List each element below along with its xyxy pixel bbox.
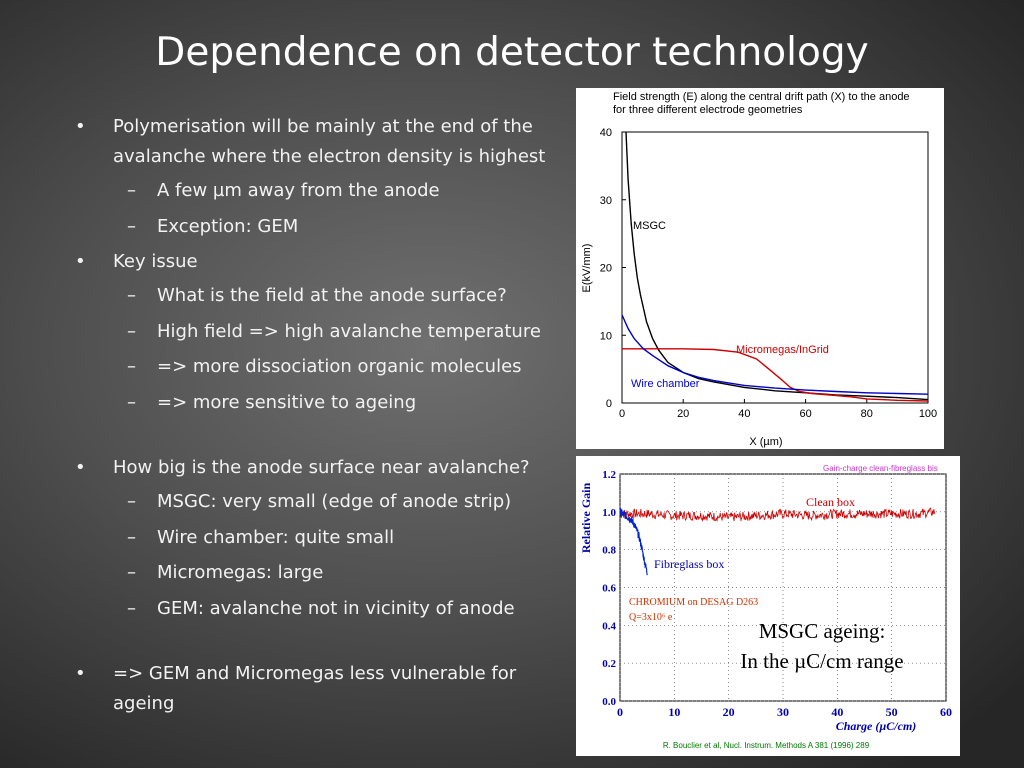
sub-bullet-text: => more dissociation organic molecules bbox=[157, 356, 522, 377]
x-tick-label: 0 bbox=[619, 408, 625, 420]
x-tick-label: 30 bbox=[777, 705, 789, 719]
dash-marker: – bbox=[127, 391, 136, 413]
bullet-marker: • bbox=[75, 457, 86, 478]
x-tick-label: 80 bbox=[861, 408, 873, 420]
x-tick-label: 20 bbox=[723, 705, 735, 719]
y-tick-label: 40 bbox=[600, 127, 612, 139]
annotation-msgc: MSGC bbox=[633, 220, 666, 232]
y-tick-label: 1.0 bbox=[602, 507, 616, 519]
dash-marker: – bbox=[127, 215, 136, 237]
sub-bullet-text: High field => high avalanche temperature bbox=[157, 320, 541, 342]
sub-bullet-item: – What is the field at the anode surface? bbox=[72, 281, 552, 311]
dash-marker: – bbox=[127, 356, 136, 377]
annotation-clean-box: Clean box bbox=[806, 495, 855, 509]
annotation-fibreglass-box: Fibreglass box bbox=[654, 557, 724, 571]
sub-bullet-text: Wire chamber: quite small bbox=[157, 526, 395, 548]
y-tick-label: 0.2 bbox=[602, 658, 616, 670]
field-strength-svg: Field strength (E) along the central dri… bbox=[581, 91, 937, 448]
dash-marker: – bbox=[127, 562, 136, 583]
y-tick-label: 20 bbox=[600, 263, 612, 275]
field-strength-chart: Field strength (E) along the central dri… bbox=[576, 88, 944, 449]
dash-marker: – bbox=[127, 491, 136, 512]
y-axis-label: E(kV/mm) bbox=[581, 244, 593, 293]
x-axis-label: Charge (µC/cm) bbox=[836, 719, 917, 733]
bullet-list: • Polymerisation will be mainly at the en… bbox=[72, 112, 552, 723]
sub-bullet-text: MSGC: very small (edge of anode strip) bbox=[157, 491, 512, 512]
y-tick-label: 0.8 bbox=[602, 545, 616, 557]
sub-bullet-item: – Micromegas: large bbox=[72, 558, 552, 588]
dash-marker: – bbox=[127, 597, 136, 619]
sub-bullet-item: – => more sensitive to ageing bbox=[72, 388, 552, 418]
bullet-item: • Key issue bbox=[72, 247, 552, 277]
bullet-text: => GEM and Micromegas less vulnerable fo… bbox=[113, 663, 517, 714]
sub-bullet-text: => more sensitive to ageing bbox=[157, 391, 417, 413]
sub-bullet-text: A few µm away from the anode bbox=[157, 180, 440, 201]
y-tick-label: 0.4 bbox=[602, 620, 616, 632]
x-tick-label: 60 bbox=[799, 408, 811, 420]
ageing-svg: Gain-charge clean-fibreglass bis 0 10 20 30… bbox=[579, 464, 952, 750]
series-line-fibreglass-box bbox=[619, 508, 648, 576]
dash-marker: – bbox=[127, 526, 136, 548]
series-line-micromegas-ingrid bbox=[622, 348, 929, 402]
x-tick-label: 0 bbox=[617, 705, 623, 719]
dash-marker: – bbox=[127, 285, 136, 306]
bullet-marker: • bbox=[75, 663, 86, 684]
source-citation: R. Bouclier et al, Nucl. Instrum. Method… bbox=[663, 741, 870, 750]
msgc-ageing-label: MSGC ageing: bbox=[759, 619, 886, 643]
ucm-range-label: In the µC/cm range bbox=[740, 649, 903, 673]
bullet-text: Key issue bbox=[113, 251, 198, 272]
dash-marker: – bbox=[127, 320, 136, 342]
series-line-wire-chamber bbox=[621, 314, 929, 395]
annotation-charge: Q=3x10⁶ e bbox=[629, 612, 673, 623]
bullet-item: • Polymerisation will be mainly at the en… bbox=[72, 112, 552, 172]
sub-bullet-item: – => more dissociation organic molecules bbox=[72, 352, 552, 382]
sub-bullet-text: Micromegas: large bbox=[157, 562, 324, 583]
bullet-item: • => GEM and Micromegas less vulnerable f… bbox=[72, 659, 552, 719]
chart-subtitle: for three different electrode geometries bbox=[613, 104, 803, 116]
x-axis-label: X (µm) bbox=[749, 436, 782, 448]
chart-title: Gain-charge clean-fibreglass bis bbox=[823, 464, 938, 473]
bullet-text: How big is the anode surface near avalan… bbox=[113, 457, 530, 478]
y-tick-label: 1.2 bbox=[602, 469, 616, 481]
series-line-msgc bbox=[625, 131, 929, 401]
sub-bullet-item: – GEM: avalanche not in vicinity of anode bbox=[72, 594, 552, 624]
sub-bullet-item: – Wire chamber: quite small bbox=[72, 523, 552, 553]
bullet-marker: • bbox=[75, 116, 86, 137]
y-tick-label: 10 bbox=[600, 330, 612, 342]
bullet-marker: • bbox=[75, 251, 86, 272]
sub-bullet-text: Exception: GEM bbox=[157, 215, 299, 237]
series-line-clean-box bbox=[619, 507, 936, 522]
y-tick-label: 0 bbox=[606, 398, 612, 410]
y-tick-label: 0.0 bbox=[602, 696, 616, 708]
msgc-ageing-chart: Gain-charge clean-fibreglass bis 0 10 20 30… bbox=[576, 456, 960, 756]
slide-title: Dependence on detector technology bbox=[155, 30, 869, 75]
y-tick-label: 30 bbox=[600, 195, 612, 207]
x-tick-label: 50 bbox=[886, 705, 898, 719]
sub-bullet-item: – MSGC: very small (edge of anode strip) bbox=[72, 487, 552, 517]
sub-bullet-text: GEM: avalanche not in vicinity of anode bbox=[157, 597, 515, 619]
y-axis-label: Relative Gain bbox=[579, 483, 593, 554]
x-tick-label: 10 bbox=[668, 705, 680, 719]
chart-title: Field strength (E) along the central dri… bbox=[613, 91, 910, 103]
sub-bullet-item: – A few µm away from the anode bbox=[72, 176, 552, 206]
annotation-chromium: CHROMIUM on DESAG D263 bbox=[629, 597, 758, 608]
x-tick-label: 40 bbox=[831, 705, 843, 719]
bullet-item: • How big is the anode surface near avala… bbox=[72, 453, 552, 483]
x-tick-label: 100 bbox=[919, 408, 937, 420]
y-tick-label: 0.6 bbox=[602, 583, 616, 595]
sub-bullet-item: – Exception: GEM bbox=[72, 212, 552, 242]
x-tick-label: 60 bbox=[940, 705, 952, 719]
sub-bullet-item: – High field => high avalanche temperatur… bbox=[72, 317, 552, 347]
x-tick-label: 20 bbox=[677, 408, 689, 420]
x-tick-label: 40 bbox=[738, 408, 750, 420]
annotation-wire-chamber: Wire chamber bbox=[631, 378, 700, 390]
sub-bullet-text: What is the field at the anode surface? bbox=[157, 285, 507, 306]
bullet-text: Polymerisation will be mainly at the end… bbox=[113, 116, 546, 167]
dash-marker: – bbox=[127, 180, 136, 201]
annotation-micromegas: Micromegas/InGrid bbox=[736, 344, 829, 356]
